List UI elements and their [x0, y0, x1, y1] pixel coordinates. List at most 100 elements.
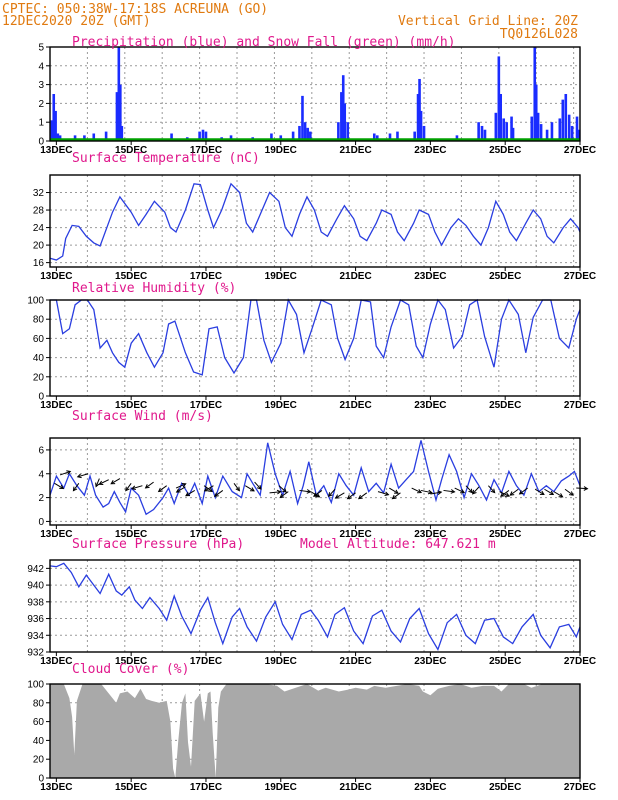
precip-bar [301, 95, 304, 141]
y-tick-label: 936 [27, 614, 44, 625]
wind-arrow-head [235, 486, 241, 492]
x-tick-label: 19DEC [265, 271, 297, 282]
y-tick-label: 80 [33, 698, 45, 709]
wind-arrow-head [98, 480, 104, 485]
y-tick-label: 3 [38, 80, 44, 91]
cloud-area [50, 684, 580, 778]
y-tick-label: 32 [33, 188, 45, 199]
wind-arrow [54, 482, 64, 489]
wind-arrow-head [384, 491, 390, 497]
precip-bar [50, 120, 54, 141]
precip-bar [418, 78, 421, 141]
wind-arrow [553, 491, 563, 498]
wind-arrow-head [490, 488, 496, 494]
x-tick-label: 15DEC [115, 400, 147, 411]
wind-arrow-head [569, 491, 574, 496]
y-tick-label: 60 [33, 334, 45, 345]
y-tick-label: 5 [38, 43, 44, 54]
x-tick-label: 23DEC [414, 782, 446, 793]
wind-arrow-head [417, 489, 423, 494]
y-tick-label: 2 [38, 99, 44, 110]
y-tick-label: 2 [38, 493, 44, 504]
wind-arrow [472, 486, 480, 495]
precip-bar [120, 125, 124, 141]
x-tick-label: 23DEC [414, 145, 446, 156]
wind-arrow [125, 482, 132, 491]
precip-bar [510, 116, 513, 141]
precip-bar [534, 84, 538, 141]
x-tick-label: 25DEC [489, 271, 521, 282]
precip-bar [539, 124, 543, 141]
precip-bar [204, 131, 208, 141]
wind-arrow-head [250, 487, 255, 492]
precip-bar [346, 122, 350, 141]
wind-arrow-head [468, 488, 473, 494]
precip-bar [530, 116, 534, 141]
x-tick-label: 23DEC [414, 271, 446, 282]
series-line [50, 298, 581, 376]
wind-arrow-head [427, 489, 433, 495]
precip-bar [52, 94, 56, 141]
x-tick-label: 25DEC [489, 782, 521, 793]
panel-5: 0 20 40 60 80 100 13DEC 15DEC 17DEC 19DEC 21DEC 23D… [27, 662, 596, 793]
wind-arrow [254, 481, 262, 490]
panel-frame [49, 559, 581, 653]
wind-arrow-head [157, 487, 163, 493]
precip-bar [309, 131, 312, 141]
wind-arrow-head [334, 494, 340, 499]
wind-arrow [176, 486, 186, 493]
panel-title: Surface Pressure (hPa) [72, 537, 244, 552]
panel-title: Relative Humidity (%) [72, 281, 236, 296]
wind-arrow [233, 482, 240, 491]
wind-arrow-head [279, 493, 285, 499]
x-tick-label: 25DEC [489, 400, 521, 411]
x-tick-label: 19DEC [265, 782, 297, 793]
precip-bar [54, 110, 57, 141]
precip-bar [564, 94, 568, 141]
precip-bar [567, 114, 571, 141]
wind-arrow [377, 491, 389, 496]
wind-arrow [487, 485, 496, 493]
x-tick-label: 13DEC [40, 400, 72, 411]
wind-arrow-head [208, 487, 213, 493]
precip-bar [372, 133, 376, 141]
precip-bar [306, 127, 310, 141]
wind-arrow-head [437, 490, 443, 495]
series-line [49, 562, 581, 652]
x-tick-label: 21DEC [339, 400, 371, 411]
wind-arrow-head [130, 485, 136, 491]
wind-arrow-head [583, 486, 589, 491]
wind-arrow [145, 481, 154, 489]
wind-arrow-head [558, 493, 564, 498]
wind-arrow [328, 488, 336, 497]
wind-arrow-head [181, 482, 187, 488]
wind-arrow [185, 490, 196, 497]
precip-bar [303, 122, 307, 141]
y-tick-label: 932 [27, 648, 44, 659]
wind-arrow-head [256, 485, 262, 490]
precip-bar [56, 133, 60, 141]
wind-arrow [73, 482, 80, 491]
wind-arrow-head [357, 494, 363, 500]
y-tick-label: 40 [33, 353, 45, 364]
y-tick-label: 28 [33, 206, 45, 217]
wind-arrow [313, 490, 323, 497]
x-tick-label: 17DEC [190, 529, 222, 540]
precip-bar [499, 94, 503, 141]
x-tick-label: 13DEC [40, 271, 72, 282]
model-code: TQ0126L028 [500, 27, 578, 42]
precip-bar [561, 99, 565, 141]
wind-arrow [534, 488, 545, 495]
y-tick-label: 0 [38, 774, 44, 785]
wind-arrow [110, 478, 121, 485]
wind-arrow-head [315, 493, 321, 498]
x-tick-label: 15DEC [115, 656, 147, 667]
x-tick-label: 13DEC [40, 529, 72, 540]
y-tick-label: 100 [27, 680, 44, 691]
precip-bar [480, 125, 484, 141]
wind-arrow [500, 490, 510, 497]
x-tick-label: 17DEC [190, 400, 222, 411]
wind-arrow-head [66, 470, 72, 475]
panel-1: 16 20 24 28 32 13DEC 15DEC 17DEC 19DEC 21DEC 23DEC… [33, 151, 596, 282]
